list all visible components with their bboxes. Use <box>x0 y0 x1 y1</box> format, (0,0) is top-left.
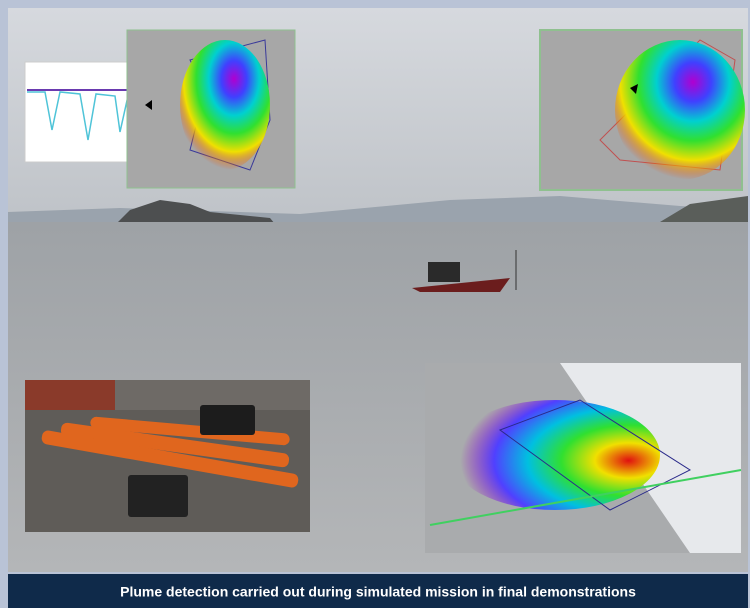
boat <box>412 250 517 292</box>
inset-plume-map-3 <box>425 363 742 553</box>
headland <box>660 196 748 222</box>
island <box>118 200 275 224</box>
inset-plume-map-2 <box>539 29 745 191</box>
caption: Plume detection carried out during simul… <box>120 584 636 600</box>
caption-bar <box>8 574 748 608</box>
inset-plume-map-1 <box>126 29 296 189</box>
inset-signal-plot <box>24 61 144 163</box>
inset-vehicles-photo <box>25 380 310 532</box>
